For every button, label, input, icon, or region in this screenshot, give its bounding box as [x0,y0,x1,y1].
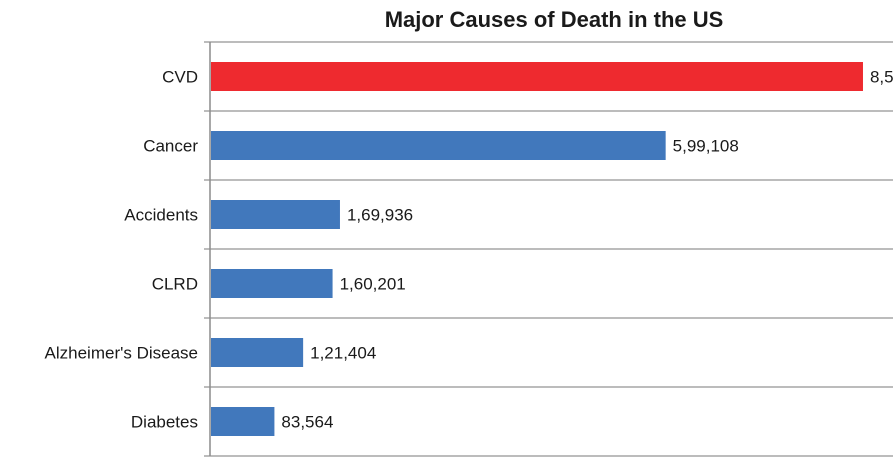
bar [211,62,863,91]
data-label: 5,99,108 [673,137,739,156]
data-label: 1,21,404 [310,344,376,363]
bar [211,200,340,229]
data-label: 8,59,125 [870,68,893,87]
category-label: Diabetes [131,413,198,432]
bars [211,62,863,436]
category-label: CVD [162,68,198,87]
bar [211,338,304,367]
data-label: 83,564 [281,413,333,432]
bar [211,131,666,160]
category-label: CLRD [152,275,198,294]
category-label: Cancer [143,137,198,156]
bar [211,269,333,298]
category-labels: CVD Cancer Accidents CLRD Alzheimer's Diseas… [45,68,199,432]
data-label: 1,69,936 [347,206,413,225]
bar [211,407,275,436]
data-label: 1,60,201 [340,275,406,294]
grid-lines [204,41,893,457]
category-label: Accidents [124,206,198,225]
category-label: Alzheimer's Disease [45,344,198,363]
chart-title: Major Causes of Death in the US [385,7,724,32]
value-labels: 8,59,125 5,99,108 1,69,936 1,60,201 1,21,404… [281,68,893,432]
